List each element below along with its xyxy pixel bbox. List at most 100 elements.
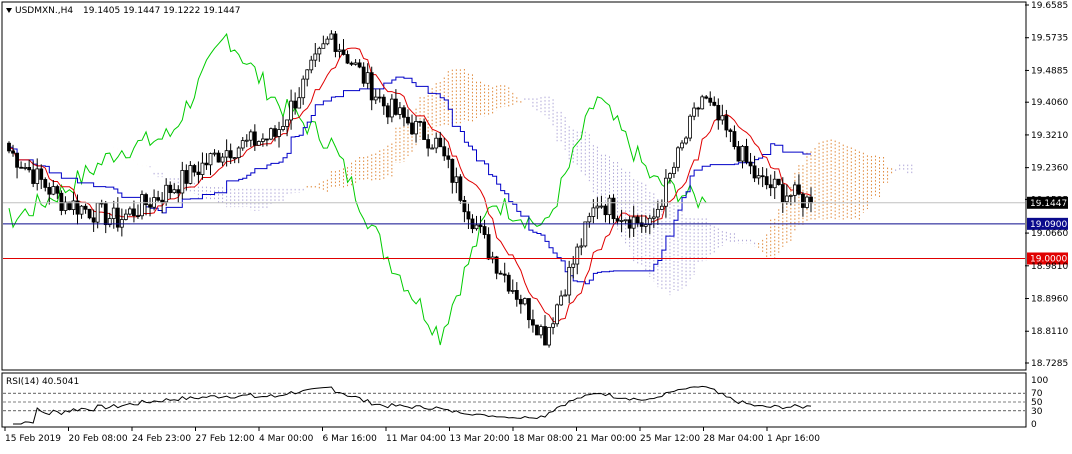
candle-body — [655, 208, 660, 218]
candle-body — [760, 175, 765, 178]
rsi-tick-label: 100 — [1031, 376, 1048, 386]
support-1-tag — [1027, 217, 1068, 230]
candle-body — [780, 184, 785, 203]
candle-body — [357, 62, 362, 68]
candle-body — [168, 184, 173, 194]
candle-body — [414, 121, 418, 135]
candle-body — [643, 224, 648, 227]
candle-body — [111, 207, 116, 219]
kijun-sen-line — [9, 76, 811, 285]
candle-body — [136, 215, 140, 217]
support-2-tag — [1027, 252, 1068, 265]
time-tick-label: 11 Mar 04:00 — [386, 434, 446, 444]
candle-body — [668, 173, 672, 179]
candle-body — [720, 115, 725, 121]
candle-body — [639, 222, 644, 227]
candle-body — [466, 211, 471, 220]
candle-body — [19, 166, 23, 169]
candle-body — [107, 218, 112, 226]
candle-body — [498, 272, 503, 275]
candle-body — [305, 69, 310, 80]
candle-body — [809, 196, 813, 204]
candle-body — [551, 323, 555, 328]
candle-body — [369, 72, 374, 101]
candle-body — [119, 219, 124, 228]
price-tick-label: 19.6585 — [1031, 1, 1068, 11]
candle-body — [71, 200, 76, 211]
candle-body — [123, 213, 128, 220]
candle-body — [273, 128, 277, 137]
price-tick-label: 19.4060 — [1031, 98, 1068, 108]
candle-body — [180, 170, 185, 194]
candle-body — [349, 62, 354, 65]
candle-body — [277, 129, 281, 137]
chikou-span — [8, 32, 707, 346]
candle-body — [724, 115, 729, 131]
candle-body — [583, 221, 588, 247]
time-tick-label: 4 Mar 00:00 — [259, 434, 314, 444]
rsi-indicator — [3, 385, 1025, 425]
horizontal-lines[interactable]: 19.0900 19.0000 19.1447 — [3, 196, 1068, 265]
price-axis: 19.6585 19.5735 19.4885 19.4060 19.3210 19.23… — [1025, 1, 1068, 369]
rsi-panel-frame — [1, 372, 1027, 428]
candle-body — [788, 194, 793, 197]
candle-body — [176, 189, 181, 194]
candle-body — [309, 59, 314, 71]
candle-body — [418, 121, 422, 123]
candle-body — [434, 137, 439, 149]
candle-body — [700, 96, 705, 110]
candle-body — [393, 98, 398, 115]
candle-body — [377, 96, 382, 99]
candle-body — [430, 147, 435, 150]
time-tick-label: 25 Mar 12:00 — [640, 434, 700, 444]
time-tick-label: 20 Feb 08:00 — [69, 434, 128, 444]
candle-body — [23, 167, 28, 169]
candle-body — [212, 152, 217, 155]
candle-body — [672, 166, 676, 175]
symbol-label: USDMXN.,H4 — [15, 6, 73, 16]
dropdown-triangle-icon[interactable] — [6, 8, 12, 13]
candle-body — [692, 107, 697, 117]
candle-body — [337, 49, 342, 52]
candle-body — [438, 137, 443, 148]
candle-body — [736, 146, 741, 162]
candle-body — [442, 146, 447, 157]
candle-body — [313, 53, 318, 61]
candle-body — [208, 153, 213, 166]
candle-body — [559, 295, 564, 306]
candle-body — [373, 96, 378, 101]
time-tick-label: 24 Feb 23:00 — [132, 434, 191, 444]
candle-body — [514, 290, 519, 300]
current-price-tag — [1027, 196, 1068, 209]
candle-body — [635, 216, 640, 224]
rsi-line — [13, 385, 812, 425]
candle-body — [478, 224, 483, 227]
candle-body — [728, 129, 733, 132]
candle-body — [232, 157, 237, 159]
candle-body — [59, 192, 64, 211]
candle-body — [732, 131, 737, 147]
candle-body — [563, 294, 568, 297]
time-axis: 15 Feb 2019 20 Feb 08:00 24 Feb 23:00 27 Fe… — [4, 427, 820, 444]
ohlc-readout: 19.1405 19.1447 19.1222 19.1447 — [83, 6, 240, 16]
candle-body — [631, 216, 636, 229]
time-tick-label: 21 Mar 00:00 — [577, 434, 637, 444]
candle-body — [256, 141, 261, 146]
candle-body — [712, 101, 717, 106]
candle-body — [240, 140, 245, 149]
candle-body — [248, 131, 253, 141]
candle-body — [615, 218, 620, 222]
candle-body — [539, 326, 543, 336]
candle-body — [200, 162, 205, 175]
candle-body — [764, 176, 769, 186]
candle-body — [184, 170, 189, 184]
candle-body — [462, 200, 467, 213]
candle-body — [676, 147, 680, 168]
candle-body — [43, 179, 48, 188]
candle-body — [51, 186, 56, 195]
candle-body — [361, 66, 366, 84]
candle-body — [659, 205, 664, 210]
candle-body — [144, 194, 148, 206]
